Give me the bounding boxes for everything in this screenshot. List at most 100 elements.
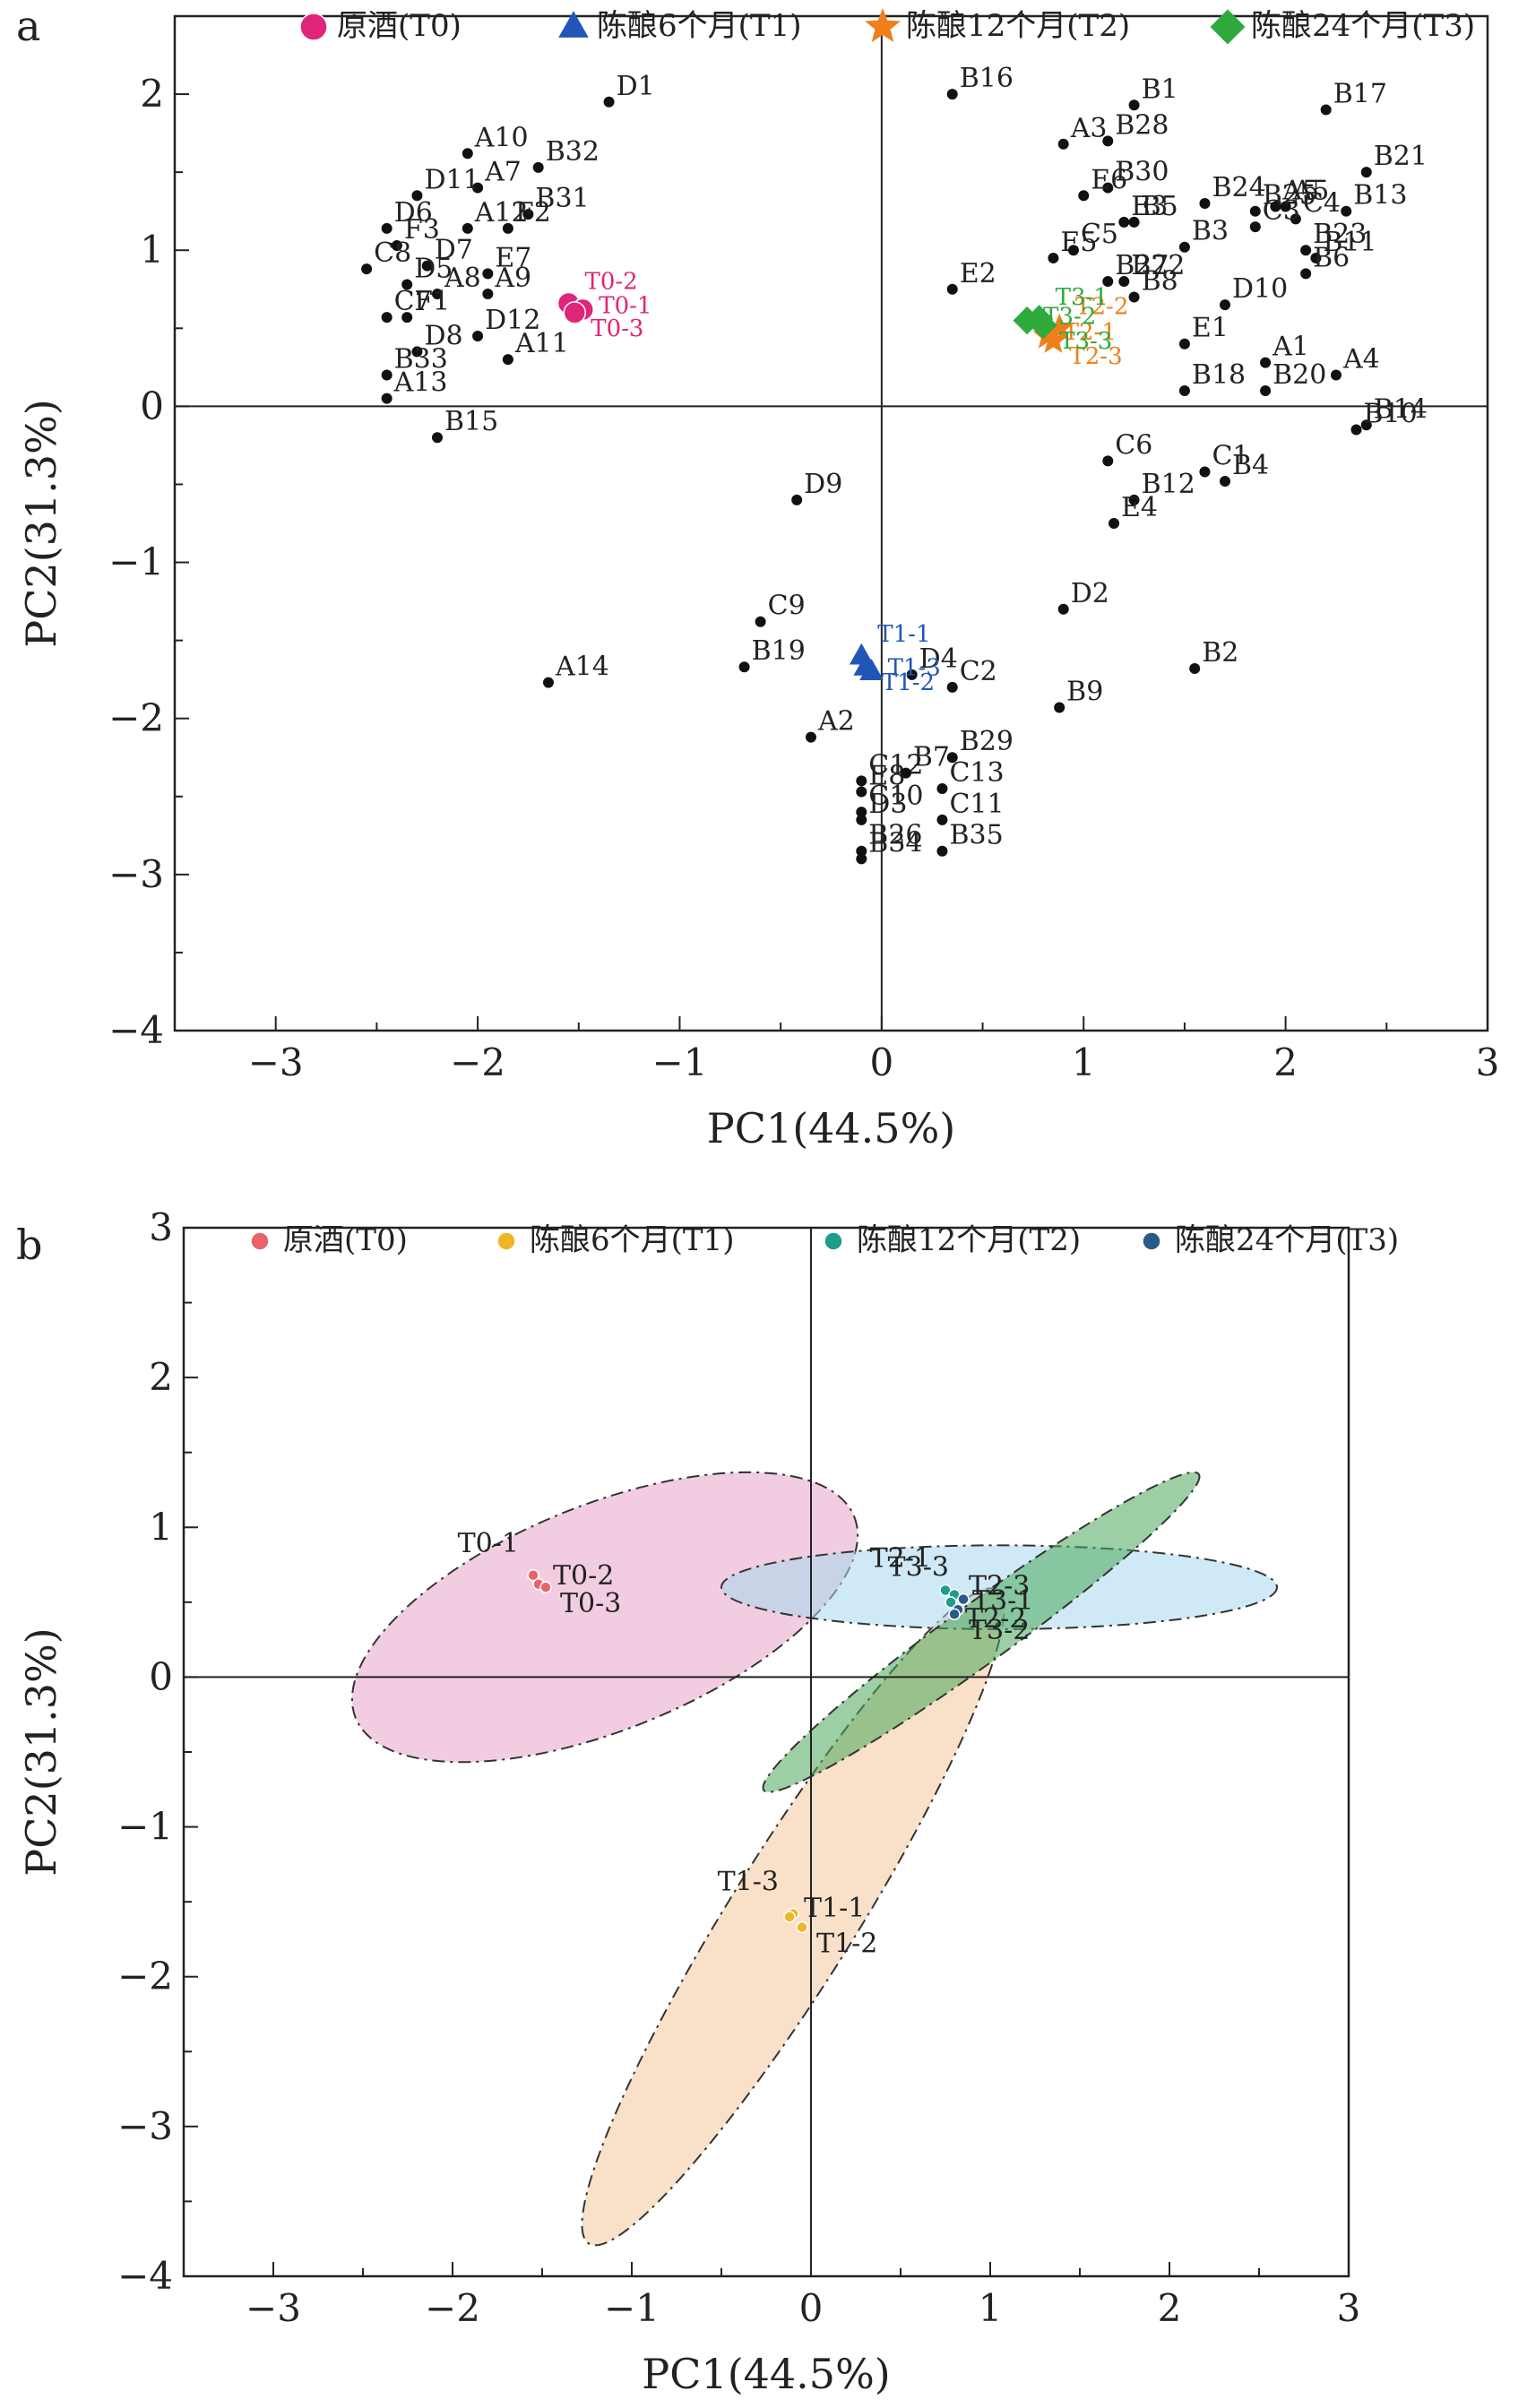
variable-label: B4 — [1232, 450, 1269, 481]
variable-point — [462, 222, 473, 234]
variable-label: B16 — [960, 63, 1014, 94]
variable-label: B31 — [535, 183, 589, 214]
variable-point — [381, 369, 393, 381]
variable-label: B17 — [1333, 78, 1387, 109]
variable-point — [946, 752, 958, 764]
x-tick-label: 0 — [869, 1040, 893, 1084]
variable-point — [1300, 245, 1312, 256]
x-axis-title: PC1(44.5%) — [642, 2350, 890, 2398]
variable-label: E7 — [495, 242, 531, 273]
panel-b-score-plot: b −3 −2 −1 0 1 2 3 −4 −3 −2 −1 0 1 2 3 PC1(44.5%) PC2(31.… — [16, 1205, 1399, 2398]
variable-point — [1290, 213, 1301, 225]
variable-point — [532, 161, 544, 173]
variable-label: C8 — [374, 237, 411, 269]
variable-point — [462, 148, 473, 160]
variable-label: A5 — [1292, 175, 1330, 206]
variable-point — [856, 786, 867, 798]
variable-label: C5 — [1081, 219, 1118, 250]
sample-label: T1-1 — [804, 1893, 865, 1924]
variable-point — [1360, 167, 1372, 178]
x-tick-label: −1 — [652, 1040, 708, 1084]
variable-point — [542, 677, 554, 688]
variable-point — [381, 312, 393, 324]
y-tick-label: 0 — [149, 1654, 173, 1698]
variable-point — [472, 182, 484, 194]
sample-point — [539, 1581, 552, 1593]
plot-frame — [182, 1226, 1350, 2278]
variable-point — [1118, 216, 1130, 228]
variable-label: A12 — [474, 197, 529, 229]
variable-point — [856, 814, 867, 825]
variable-label: E4 — [1121, 492, 1158, 523]
variable-label: F3 — [404, 214, 440, 246]
variable-point — [482, 268, 494, 280]
variable-label: B13 — [1353, 180, 1407, 211]
variable-label: B6 — [1313, 242, 1350, 273]
variable-label: B10 — [1364, 399, 1418, 430]
x-tick-label: 2 — [1158, 2286, 1182, 2330]
variable-label: B33 — [394, 344, 448, 375]
legend-label: 陈酿6个月(T1) — [530, 1222, 734, 1258]
variable-point — [1310, 252, 1322, 263]
sample-point — [1045, 313, 1074, 341]
variable-label: B20 — [1272, 359, 1326, 391]
variable-label: B8 — [1142, 265, 1178, 297]
sample-label: T2-2 — [965, 1603, 1026, 1635]
sample-label: T3-2 — [969, 1615, 1030, 1646]
variable-label: B28 — [1115, 109, 1169, 141]
panel-letter: a — [16, 2, 40, 50]
variable-label: A3 — [1070, 113, 1108, 144]
sample-label: T0-1 — [458, 1528, 519, 1559]
variable-point — [1270, 201, 1281, 212]
variable-label: B2 — [1202, 637, 1238, 669]
variable-label: B30 — [1115, 157, 1169, 188]
variable-point — [1102, 276, 1114, 288]
variable-label: E3 — [1131, 191, 1168, 222]
sample-point — [527, 1569, 539, 1582]
x-axis-title: PC1(44.5%) — [707, 1104, 955, 1152]
variable-label: D11 — [424, 164, 479, 195]
legend-item: 原酒(T0) — [299, 8, 462, 44]
variable-point — [791, 494, 803, 505]
variable-point — [946, 283, 958, 295]
variable-point — [1128, 494, 1140, 505]
sample-label: T1-3 — [888, 654, 941, 681]
x-tick-label: 3 — [1476, 1040, 1500, 1084]
legend-label: 陈酿6个月(T1) — [597, 8, 801, 44]
variable-label: A13 — [393, 367, 448, 399]
variable-point — [1330, 369, 1342, 381]
y-tick-label: 2 — [149, 1355, 173, 1399]
sample-point — [948, 1608, 961, 1620]
legend-item: 原酒(T0) — [250, 1222, 408, 1258]
variable-label: C7 — [394, 286, 432, 317]
variable-label: B3 — [1192, 216, 1229, 247]
variable-label: A14 — [555, 652, 609, 683]
sample-label: T1-1 — [877, 621, 930, 648]
sample-point — [1039, 325, 1068, 353]
y-tick-label: −1 — [108, 540, 164, 584]
y-tick-label: −3 — [117, 2104, 173, 2148]
variable-label: E6 — [1091, 164, 1127, 195]
variable-label: D3 — [868, 789, 907, 820]
variable-label: F1 — [414, 286, 450, 317]
variable-label: D1 — [617, 71, 655, 102]
confidence-ellipse — [350, 1471, 859, 1764]
legend-label: 陈酿24个月(T3) — [1251, 8, 1475, 44]
legend-item: 陈酿12个月(T2) — [865, 8, 1130, 44]
variable-point — [946, 681, 958, 693]
variable-point — [856, 845, 867, 857]
variable-point — [1178, 241, 1190, 253]
variable-point — [1102, 182, 1114, 194]
x-tick-label: 2 — [1273, 1040, 1298, 1084]
y-tick-label: 3 — [149, 1205, 173, 1249]
panel-a-biplot: a −3 −2 −1 0 1 2 3 −4 −3 −2 −1 0 1 2 PC1(44.5%) PC2(31.3… — [16, 2, 1499, 1152]
variable-point — [936, 845, 948, 857]
variable-label: B29 — [960, 726, 1014, 757]
variable-label: B27 — [1115, 250, 1169, 281]
legend-item: 陈酿12个月(T2) — [824, 1222, 1081, 1258]
variable-label: F2 — [515, 197, 551, 229]
variable-point — [1109, 518, 1120, 529]
sample-label: T2-1 — [1064, 319, 1117, 346]
y-tick-label: 2 — [140, 72, 164, 116]
variable-point — [1128, 99, 1140, 111]
